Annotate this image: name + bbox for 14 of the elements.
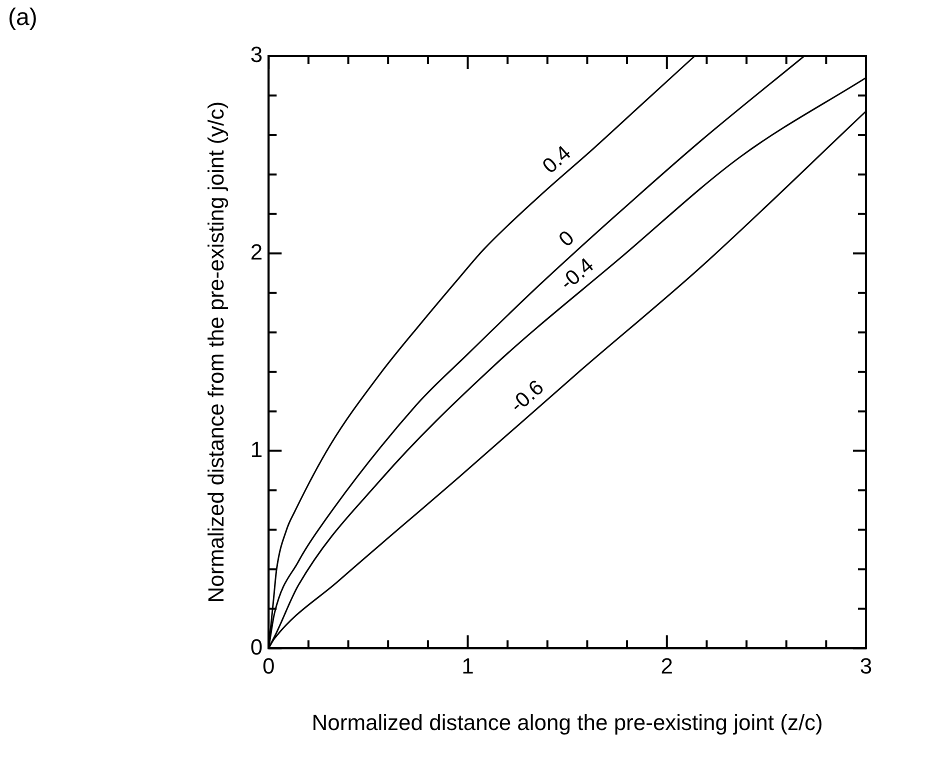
x-tick-label: 1 (462, 653, 474, 678)
text: 0.4 (538, 141, 576, 178)
text: 0 (554, 226, 579, 252)
x-tick-label: 2 (660, 653, 674, 678)
text: (a) (8, 4, 38, 32)
text: -0.6 (506, 376, 548, 418)
x-axis-title: Normalized distance along the pre-existing joint (z/c) (312, 710, 823, 735)
text: -0.4 (556, 254, 598, 295)
y-tick-label: 3 (250, 42, 263, 68)
y-axis-title: Normalized distance from the pre-existing joint (y/c) (203, 101, 228, 603)
y-tick-label: 1 (250, 436, 263, 462)
x-tick-label: 3 (860, 653, 872, 678)
y-tick-label: 0 (250, 634, 263, 660)
y-tick-label: 2 (250, 239, 263, 264)
